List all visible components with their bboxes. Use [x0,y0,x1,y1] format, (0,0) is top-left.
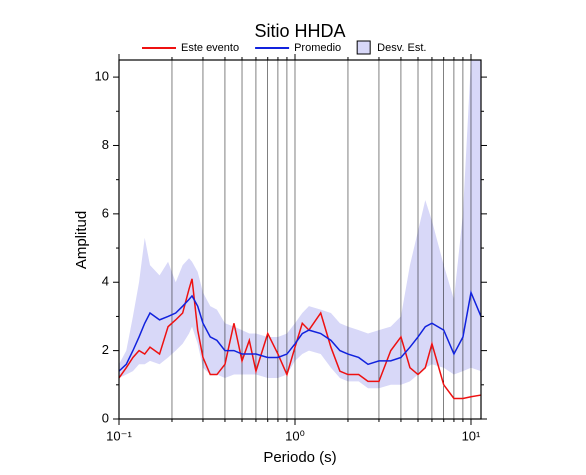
chart-title: Sitio HHDA [254,21,345,41]
x-tick-label: 10⁰ [285,428,305,443]
y-tick-label: 0 [102,410,109,425]
series-line [118,289,482,372]
y-tick-label: 8 [102,137,109,152]
y-tick-label: 6 [102,205,109,220]
x-tick-label: 10¹ [462,428,481,443]
legend-label: Este evento [181,42,239,54]
x-tick-label: 10⁻¹ [106,428,132,443]
y-tick-label: 4 [102,274,109,289]
series-line [118,278,482,400]
y-axis-title: Amplitud [73,211,90,269]
x-axis-title: Periodo (s) [263,449,336,466]
std-band [119,60,481,389]
legend-label: Promedio [294,42,341,54]
legend-label: Desv. Est. [377,42,426,54]
legend-swatch [356,40,371,55]
y-tick-label: 10 [95,69,109,84]
y-tick-label: 2 [102,342,109,357]
plot-frame [118,59,482,420]
